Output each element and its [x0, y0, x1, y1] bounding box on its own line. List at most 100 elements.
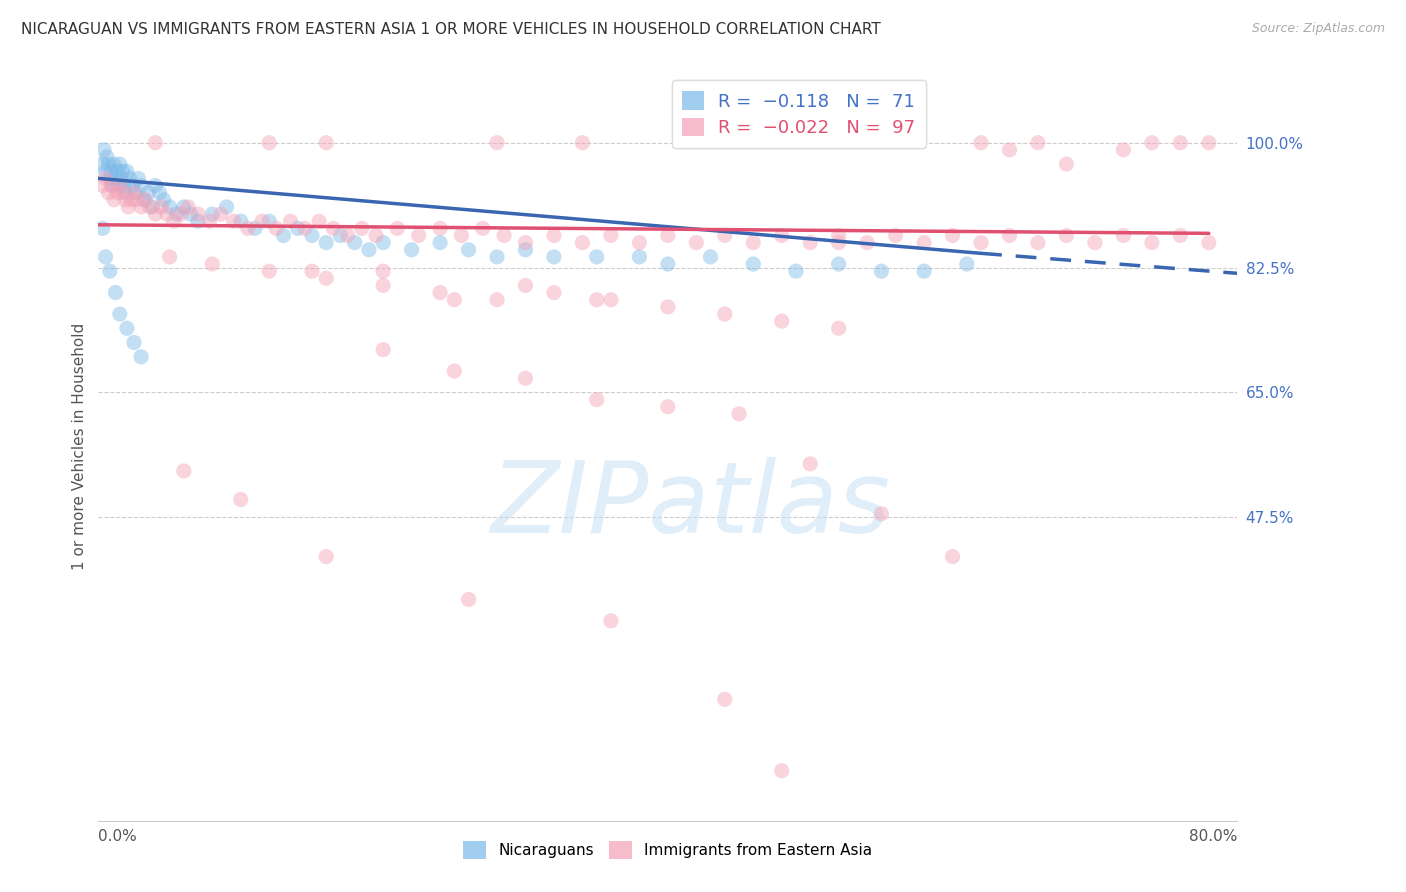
Point — [457, 592, 479, 607]
Point — [373, 235, 395, 250]
Point — [259, 264, 281, 278]
Point — [98, 264, 121, 278]
Point — [336, 228, 359, 243]
Point — [585, 293, 607, 307]
Point — [104, 171, 127, 186]
Point — [457, 243, 479, 257]
Point — [201, 257, 224, 271]
Point — [770, 228, 793, 243]
Point — [942, 228, 965, 243]
Point — [229, 492, 252, 507]
Point — [1056, 157, 1078, 171]
Point — [357, 243, 380, 257]
Point — [115, 164, 138, 178]
Point — [97, 186, 120, 200]
Point — [373, 278, 395, 293]
Point — [373, 343, 395, 357]
Point — [104, 285, 127, 300]
Point — [273, 228, 295, 243]
Point — [942, 549, 965, 564]
Point — [443, 293, 465, 307]
Point — [101, 178, 124, 193]
Point — [198, 214, 221, 228]
Point — [243, 221, 266, 235]
Point — [956, 257, 979, 271]
Point — [1026, 136, 1049, 150]
Point — [515, 243, 537, 257]
Point — [471, 221, 494, 235]
Point — [294, 221, 316, 235]
Point — [114, 193, 136, 207]
Point — [103, 193, 125, 207]
Point — [170, 207, 193, 221]
Point — [96, 150, 118, 164]
Point — [145, 207, 167, 221]
Point — [229, 214, 252, 228]
Point — [1198, 235, 1220, 250]
Point — [129, 350, 152, 364]
Point — [799, 457, 821, 471]
Point — [585, 250, 607, 264]
Point — [129, 200, 152, 214]
Point — [429, 235, 451, 250]
Point — [132, 193, 155, 207]
Point — [628, 235, 651, 250]
Point — [1084, 235, 1107, 250]
Point — [657, 257, 679, 271]
Point — [177, 200, 200, 214]
Point — [742, 257, 765, 271]
Point — [714, 692, 737, 706]
Point — [308, 214, 330, 228]
Point — [315, 235, 337, 250]
Point — [94, 250, 117, 264]
Point — [107, 178, 129, 193]
Point — [180, 207, 202, 221]
Point — [828, 235, 851, 250]
Point — [145, 136, 167, 150]
Y-axis label: 1 or more Vehicles in Household: 1 or more Vehicles in Household — [72, 322, 87, 570]
Point — [315, 271, 337, 285]
Point — [714, 307, 737, 321]
Point — [628, 250, 651, 264]
Point — [657, 300, 679, 314]
Point — [122, 186, 145, 200]
Point — [373, 264, 395, 278]
Point — [115, 321, 138, 335]
Point — [159, 250, 181, 264]
Point — [912, 264, 935, 278]
Point — [429, 285, 451, 300]
Point — [150, 200, 173, 214]
Text: Source: ZipAtlas.com: Source: ZipAtlas.com — [1251, 22, 1385, 36]
Point — [201, 207, 224, 221]
Legend: Nicaraguans, Immigrants from Eastern Asia: Nicaraguans, Immigrants from Eastern Asi… — [457, 835, 879, 865]
Point — [259, 136, 281, 150]
Point — [117, 200, 139, 214]
Point — [657, 228, 679, 243]
Point — [145, 178, 167, 193]
Point — [799, 235, 821, 250]
Point — [125, 193, 148, 207]
Point — [699, 250, 721, 264]
Point — [127, 171, 149, 186]
Point — [486, 293, 509, 307]
Text: 80.0%: 80.0% — [1189, 830, 1237, 844]
Point — [515, 278, 537, 293]
Point — [770, 764, 793, 778]
Point — [136, 186, 159, 200]
Point — [118, 171, 141, 186]
Point — [259, 214, 281, 228]
Point — [91, 178, 114, 193]
Point — [350, 221, 373, 235]
Point — [343, 235, 366, 250]
Point — [149, 186, 172, 200]
Point — [970, 136, 993, 150]
Point — [93, 143, 115, 157]
Text: 0.0%: 0.0% — [98, 830, 138, 844]
Point — [250, 214, 273, 228]
Point — [301, 228, 323, 243]
Point — [600, 228, 623, 243]
Point — [585, 392, 607, 407]
Point — [543, 250, 565, 264]
Point — [301, 264, 323, 278]
Text: NICARAGUAN VS IMMIGRANTS FROM EASTERN ASIA 1 OR MORE VEHICLES IN HOUSEHOLD CORRE: NICARAGUAN VS IMMIGRANTS FROM EASTERN AS… — [21, 22, 880, 37]
